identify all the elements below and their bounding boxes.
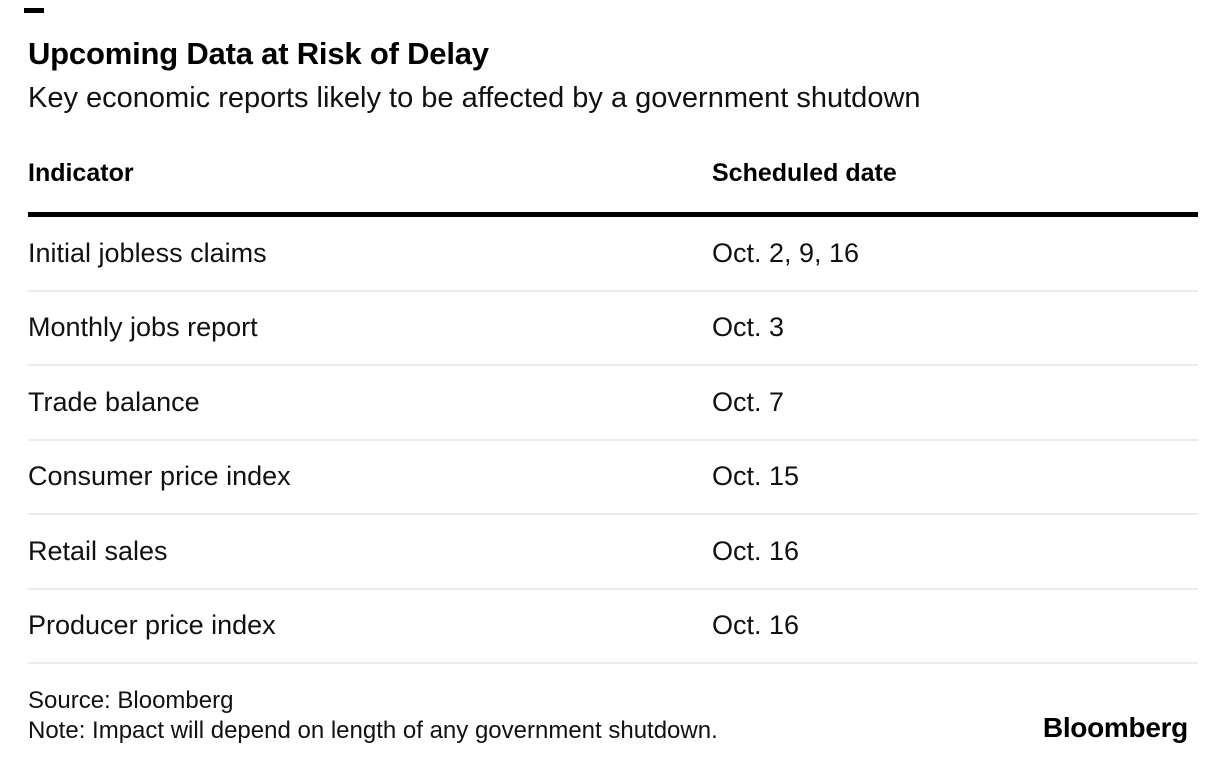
table-row: Consumer price index Oct. 15 (28, 441, 1198, 515)
row-date: Oct. 16 (712, 535, 800, 566)
table-body: Initial jobless claims Oct. 2, 9, 16 Mon… (28, 217, 1198, 664)
header-rule (28, 212, 1198, 217)
row-date: Oct. 7 (712, 386, 785, 417)
row-indicator: Consumer price index (28, 461, 291, 492)
table-row: Initial jobless claims Oct. 2, 9, 16 (28, 217, 1198, 292)
footer-notes: Source: Bloomberg Note: Impact will depe… (28, 686, 1198, 746)
table-header-row: Indicator Scheduled date (28, 158, 1198, 188)
column-header-indicator: Indicator (28, 159, 134, 187)
note-line: Note: Impact will depend on length of an… (28, 717, 718, 744)
data-table: Indicator Scheduled date Initial jobless… (28, 158, 1198, 664)
chart-title: Upcoming Data at Risk of Delay (28, 36, 489, 71)
column-header-scheduled-date: Scheduled date (712, 159, 897, 187)
table-row: Retail sales Oct. 16 (28, 515, 1198, 590)
table-row: Producer price index Oct. 16 (28, 590, 1198, 664)
source-line: Source: Bloomberg (28, 687, 234, 714)
row-indicator: Trade balance (28, 386, 200, 417)
chart-subtitle: Key economic reports likely to be affect… (28, 82, 921, 114)
bloomberg-logo: Bloomberg (1042, 712, 1188, 743)
row-date: Oct. 15 (712, 461, 800, 492)
row-date: Oct. 3 (712, 312, 785, 343)
row-indicator: Retail sales (28, 535, 168, 566)
row-indicator: Initial jobless claims (28, 237, 267, 268)
row-date: Oct. 2, 9, 16 (712, 237, 860, 268)
chart-content: Upcoming Data at Risk of Delay Key econo… (0, 36, 1227, 746)
top-left-dash (24, 8, 44, 13)
table-row: Monthly jobs report Oct. 3 (28, 292, 1198, 366)
row-date: Oct. 16 (712, 610, 800, 641)
row-indicator: Producer price index (28, 610, 276, 641)
row-indicator: Monthly jobs report (28, 312, 258, 343)
table-row: Trade balance Oct. 7 (28, 366, 1198, 441)
